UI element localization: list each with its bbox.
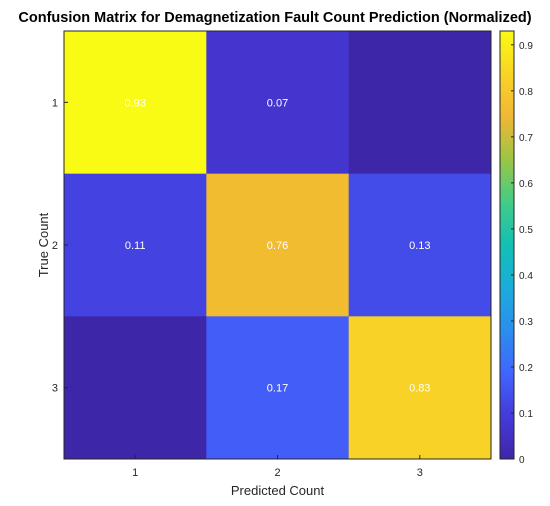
heatmap-cells	[64, 31, 492, 460]
x-tick-label: 2	[274, 467, 280, 479]
colorbar-tick-label: 0.8	[519, 87, 533, 98]
heatmap-cell	[348, 173, 492, 317]
x-axis-label: Predicted Count	[231, 483, 325, 498]
heatmap-cell	[64, 31, 207, 175]
heatmap-cell	[206, 316, 350, 460]
y-tick-label: 2	[52, 240, 58, 252]
colorbar: 0 0.1 0.2 0.3 0.4 0.5 0.6 0.7 0.8 0.9	[499, 30, 533, 466]
cell-value-label: 0.76	[267, 240, 288, 252]
colorbar-tick-label: 0.4	[519, 271, 533, 282]
heatmap-cell	[64, 316, 207, 460]
heatmap-cell	[206, 31, 350, 175]
colorbar-tick-label: 0.9	[519, 41, 533, 52]
colorbar-tick-label: 0.2	[519, 363, 533, 374]
colorbar-tick-label: 0	[519, 455, 525, 466]
y-tick-label: 1	[52, 97, 58, 109]
heatmap-cell	[206, 173, 350, 317]
heatmap-cell-labels: 0.93 0.07 0.11 0.76 0.13 0.17 0.83	[124, 97, 430, 394]
y-tick-label: 3	[52, 383, 58, 395]
y-axis-label: True Count	[36, 212, 51, 277]
cell-value-label: 0.11	[125, 240, 146, 252]
cell-value-label: 0.13	[409, 240, 430, 252]
colorbar-tick-label: 0.6	[519, 179, 533, 190]
colorbar-gradient	[499, 30, 515, 460]
heatmap-cell	[348, 31, 492, 175]
x-tick-label: 3	[417, 467, 423, 479]
y-axis-ticks: 1 2 3	[52, 97, 68, 395]
x-tick-label: 1	[132, 467, 138, 479]
colorbar-tick-label: 0.3	[519, 317, 533, 328]
colorbar-tick-label: 0.5	[519, 225, 533, 236]
cell-value-label: 0.07	[267, 97, 288, 109]
cell-value-label: 0.83	[409, 383, 430, 395]
heatmap-cell	[348, 316, 492, 460]
cell-value-label: 0.93	[124, 97, 145, 109]
heatmap-cell	[64, 173, 207, 317]
colorbar-tick-label: 0.1	[519, 409, 533, 420]
chart-title: Confusion Matrix for Demagnetization Fau…	[18, 10, 531, 26]
colorbar-tick-label: 0.7	[519, 133, 533, 144]
x-axis-ticks: 1 2 3	[132, 455, 423, 479]
cell-value-label: 0.17	[267, 383, 288, 395]
